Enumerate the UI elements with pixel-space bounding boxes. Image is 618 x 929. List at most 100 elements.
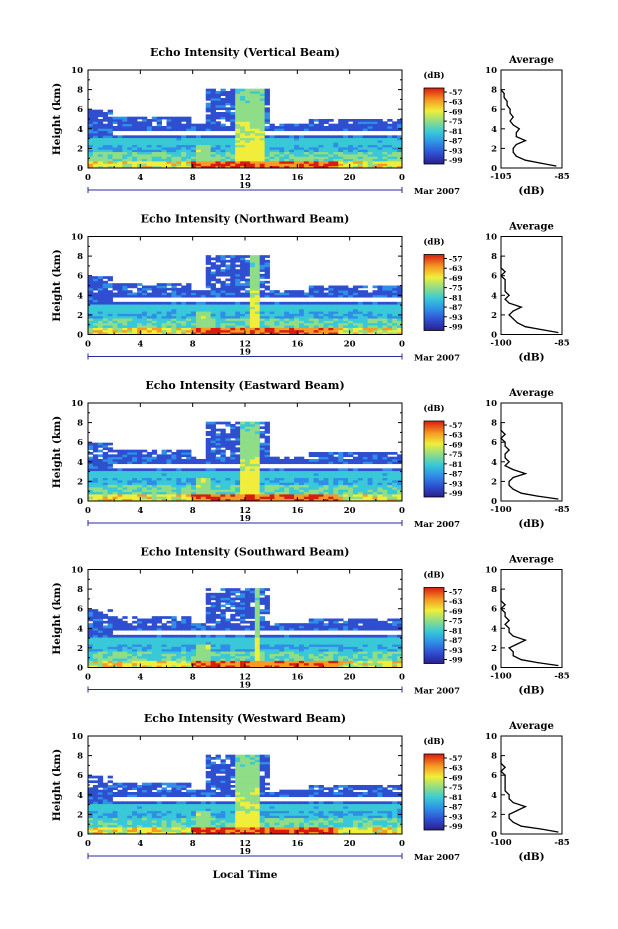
profile-point [504, 623, 506, 626]
profile-point [508, 294, 510, 296]
colorbar-tick-label: -57 [449, 754, 463, 763]
profile-point [500, 267, 502, 269]
month-label: Mar 2007 [414, 687, 460, 697]
colorbar-tick-label: -87 [449, 303, 463, 312]
colorbar-tick-label: -69 [449, 607, 463, 616]
colorbar [423, 420, 445, 498]
profile-y-tick-label: 8 [491, 419, 497, 429]
profile-point [540, 162, 542, 164]
x-tick-label: 12 [239, 839, 251, 849]
profile-point [524, 159, 527, 161]
profile-point [512, 821, 514, 823]
profile-point [541, 329, 543, 331]
profile-point [524, 140, 527, 142]
profile-y-tick-label: 8 [491, 86, 497, 96]
profile-point [509, 120, 511, 122]
profile-point [504, 445, 506, 447]
profile-point [516, 643, 518, 645]
colorbar-tick-label: -57 [449, 588, 463, 597]
profile-line [500, 589, 558, 667]
y-axis-label: Height (km) [51, 83, 63, 155]
local-time-axis-label: Local Time [213, 869, 278, 881]
x-tick-label: 16 [291, 673, 303, 683]
profile-x-tick-label: -100 [490, 339, 511, 349]
colorbar-tick-label: -93 [449, 812, 463, 821]
colorbar-tick-label: -93 [449, 479, 463, 488]
profile-point [504, 766, 506, 769]
profile-x-tick-label: -105 [490, 172, 511, 182]
profile-point [515, 143, 517, 146]
profile-frame [500, 69, 563, 169]
profile-point [500, 429, 502, 431]
profile-point [504, 298, 506, 300]
profile-y-tick-label: 6 [491, 771, 497, 781]
profile-point [508, 461, 510, 463]
profile-y-tick-label: 2 [491, 644, 497, 654]
x-tick-label: 0 [85, 839, 91, 849]
x-tick-label: 8 [190, 173, 196, 183]
colorbar-tick-label: -63 [449, 264, 463, 273]
y-tick-label: 6 [77, 272, 83, 282]
heatmap-field [88, 754, 403, 835]
y-tick-label: 2 [77, 477, 83, 487]
profile-point [508, 647, 510, 649]
profile-point [504, 774, 506, 776]
profile-point [504, 604, 506, 606]
profile-point [512, 802, 514, 804]
profile-x-axis-label: (dB) [518, 851, 544, 863]
panel-5: Echo Intensity (Westward Beam) 0 2 4 6 8 10 Hei… [51, 712, 570, 863]
y-tick-label: 10 [71, 732, 83, 742]
profile-point [504, 457, 506, 459]
colorbar-tick-label: -99 [449, 323, 463, 332]
x-tick-label: 0 [399, 839, 405, 849]
profile-point [504, 441, 506, 443]
colorbar-tick-label: -99 [449, 489, 463, 498]
panel-1: Echo Intensity (Vertical Beam) 0 2 4 6 8 10 Hei… [51, 46, 570, 197]
y-tick-label: 4 [77, 458, 83, 468]
profile-point [504, 612, 506, 614]
profile-y-tick-label: 4 [491, 458, 497, 468]
date-label: 19 [239, 514, 251, 524]
profile-point [515, 155, 517, 157]
y-tick-label: 4 [77, 791, 83, 801]
profile-point [512, 151, 514, 153]
colorbar-tick-label: -69 [449, 440, 463, 449]
profile-point [500, 596, 502, 598]
profile-point [516, 322, 518, 324]
y-tick-label: 4 [77, 125, 83, 135]
colorbar-tick-label: -93 [449, 313, 463, 322]
profile-frame [500, 735, 563, 835]
profile-point [557, 498, 559, 500]
date-label: 19 [239, 181, 251, 191]
x-tick-label: 16 [291, 173, 303, 183]
profile-y-tick-label: 10 [485, 233, 497, 243]
y-tick-label: 8 [77, 252, 83, 262]
y-tick-label: 10 [71, 399, 83, 409]
x-tick-label: 20 [344, 673, 356, 683]
colorbar-tick-label: -63 [449, 764, 463, 773]
profile-point [508, 627, 510, 629]
x-tick-label: 16 [291, 340, 303, 350]
profile-point [500, 608, 502, 610]
profile-point [515, 132, 517, 134]
profile-point [504, 790, 506, 792]
y-tick-label: 6 [77, 771, 83, 781]
profile-point [515, 136, 517, 138]
profile-point [504, 282, 506, 285]
profile-point [500, 758, 502, 761]
x-tick-label: 12 [239, 173, 251, 183]
profile-point [500, 437, 502, 439]
profile-y-tick-label: 4 [491, 291, 497, 301]
x-tick-label: 0 [399, 506, 405, 516]
profile-frame [500, 402, 563, 502]
x-tick-label: 4 [137, 173, 143, 183]
colorbar-tick-label: -63 [449, 597, 463, 606]
profile-point [509, 108, 511, 110]
profile-x-tick-label: -100 [490, 505, 511, 515]
profile-point [500, 89, 502, 91]
profile-y-tick-label: 4 [491, 125, 497, 135]
profile-point [508, 302, 510, 304]
y-tick-label: 2 [77, 311, 83, 321]
profile-point [508, 631, 510, 633]
colorbar-label: (dB) [423, 237, 444, 248]
